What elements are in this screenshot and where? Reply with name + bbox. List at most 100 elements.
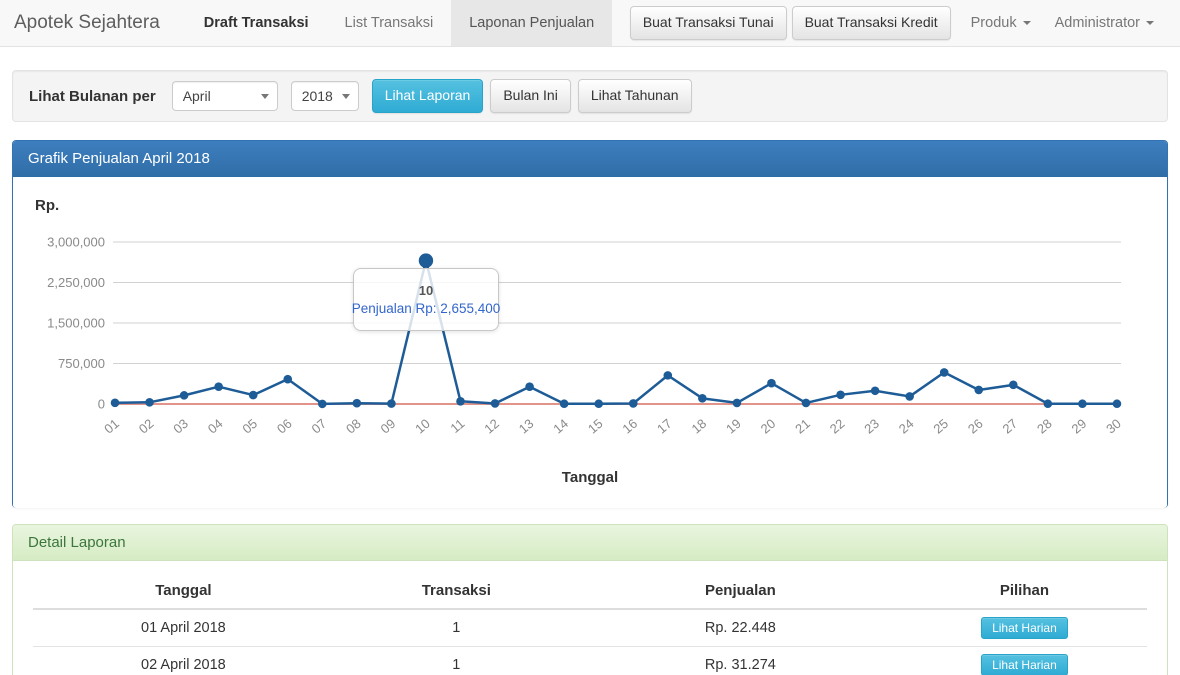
data-points[interactable]: [110, 253, 1122, 409]
table-row: 01 April 2018 1 Rp. 22.448 Lihat Harian: [33, 609, 1147, 647]
data-point[interactable]: [214, 382, 223, 392]
x-tick-label: 19: [723, 416, 744, 437]
x-tick-label: 24: [896, 416, 917, 437]
cell-pilihan: Lihat Harian: [901, 609, 1147, 647]
x-tick-label: 20: [758, 416, 779, 437]
nav-item-laponan-penjualan[interactable]: Laponan Penjualan: [451, 0, 613, 46]
x-tick-label: 16: [619, 416, 640, 437]
x-tick-label: 13: [516, 416, 537, 437]
x-tick-label: 01: [101, 416, 122, 437]
data-point[interactable]: [248, 390, 258, 400]
data-point[interactable]: [870, 386, 880, 396]
data-point[interactable]: [559, 399, 569, 409]
x-tick-label: 10: [412, 416, 433, 437]
data-point[interactable]: [801, 398, 811, 408]
data-point[interactable]: [490, 399, 500, 408]
detail-table: Tanggal Transaksi Penjualan Pilihan 01 Apri…: [33, 571, 1147, 675]
x-tick-label: 09: [378, 416, 399, 437]
chart-area: 0 750,000 1,500,000 2,250,000 3,000,000 01 02 0…: [13, 177, 1167, 508]
y-tick-label: 0: [98, 397, 105, 412]
year-select[interactable]: 2018: [290, 81, 359, 111]
x-tick-label: 29: [1069, 416, 1090, 437]
nav-item-draft-transaksi[interactable]: Draft Transaksi: [203, 15, 309, 31]
navbar-right-group: Buat Transaksi Tunai Buat Transaksi Kred…: [625, 0, 1180, 46]
data-point[interactable]: [1078, 399, 1087, 409]
data-point[interactable]: [939, 368, 949, 377]
y-tick-label: 2,250,000: [47, 275, 105, 290]
lihat-harian-button[interactable]: Lihat Harian: [981, 654, 1068, 675]
data-point[interactable]: [318, 399, 327, 409]
x-tick-label: 06: [274, 416, 295, 437]
buat-transaksi-kredit-button[interactable]: Buat Transaksi Kredit: [791, 6, 951, 40]
detail-panel-title: Detail Laporan: [13, 525, 1167, 561]
administrator-dropdown[interactable]: Administrator: [1043, 15, 1166, 31]
data-point[interactable]: [525, 382, 534, 392]
x-tick-label: 21: [792, 416, 813, 437]
data-point[interactable]: [387, 399, 396, 408]
data-point[interactable]: [283, 374, 293, 384]
data-point[interactable]: [663, 371, 673, 380]
tooltip-day: 10: [418, 283, 434, 298]
administrator-dropdown-label: Administrator: [1054, 15, 1140, 31]
nav-item-list-transaksi[interactable]: List Transaksi: [344, 15, 434, 31]
x-tick-label: 03: [170, 416, 191, 437]
year-select-value: 2018: [301, 88, 333, 104]
x-tick-label: 12: [481, 416, 502, 437]
produk-dropdown[interactable]: Produk: [959, 15, 1043, 31]
x-tick-label: 28: [1034, 416, 1055, 437]
caret-down-icon: [341, 93, 350, 99]
data-point[interactable]: [628, 399, 638, 408]
data-point[interactable]: [905, 392, 914, 401]
selected-data-point[interactable]: [418, 253, 434, 268]
data-point[interactable]: [456, 397, 465, 406]
data-point[interactable]: [1009, 380, 1018, 390]
column-header-transaksi: Transaksi: [333, 571, 579, 610]
data-point[interactable]: [836, 390, 845, 400]
data-point[interactable]: [698, 394, 707, 403]
table-row: 02 April 2018 1 Rp. 31.274 Lihat Harian: [33, 646, 1147, 675]
y-tick-label: 1,500,000: [47, 316, 105, 331]
filter-bar: Lihat Bulanan per April 2018 Lihat Lapor…: [12, 70, 1168, 122]
y-axis-unit-label: Rp.: [35, 197, 60, 214]
filter-label: Lihat Bulanan per: [29, 87, 156, 105]
data-point[interactable]: [767, 378, 776, 388]
data-point[interactable]: [1112, 399, 1122, 409]
x-tick-label: 23: [861, 416, 882, 437]
cell-pilihan: Lihat Harian: [901, 646, 1147, 675]
column-header-pilihan: Pilihan: [901, 571, 1147, 610]
data-point[interactable]: [1043, 399, 1053, 409]
x-tick-label: 27: [1000, 416, 1021, 437]
series-line-penjualan: [113, 259, 1119, 406]
chart-panel-title: Grafik Penjualan April 2018: [13, 141, 1167, 177]
x-tick-label: 11: [447, 416, 467, 436]
data-point[interactable]: [179, 391, 189, 400]
chart-tooltip: 10 Penjualan Rp: 2,655,400: [352, 268, 500, 331]
data-point[interactable]: [110, 398, 120, 408]
x-tick-label: 05: [239, 416, 260, 437]
x-tick-label: 30: [1103, 416, 1124, 437]
x-tick-label: 04: [205, 416, 226, 437]
x-tick-label: 14: [550, 416, 571, 437]
chart-panel: Grafik Penjualan April 2018 0 750,000 1,50…: [12, 140, 1168, 508]
buat-transaksi-tunai-button[interactable]: Buat Transaksi Tunai: [629, 6, 787, 40]
data-point[interactable]: [352, 398, 362, 408]
data-point[interactable]: [145, 398, 154, 407]
x-tick-label: 07: [309, 416, 330, 437]
lihat-laporan-button[interactable]: Lihat Laporan: [371, 79, 484, 113]
cell-transaksi: 1: [333, 646, 579, 675]
brand[interactable]: Apotek Sejahtera: [14, 12, 160, 33]
nav-items: Draft Transaksi List Transaksi Laponan Pen…: [186, 0, 613, 46]
column-header-penjualan: Penjualan: [578, 571, 902, 610]
lihat-harian-button[interactable]: Lihat Harian: [981, 617, 1068, 639]
data-point[interactable]: [732, 398, 742, 408]
data-point[interactable]: [594, 399, 603, 409]
month-select[interactable]: April: [171, 81, 278, 111]
data-point[interactable]: [974, 385, 984, 395]
caret-down-icon: [1022, 21, 1031, 25]
lihat-tahunan-button[interactable]: Lihat Tahunan: [577, 79, 692, 113]
cell-transaksi: 1: [333, 609, 579, 647]
month-select-value: April: [182, 88, 211, 104]
cell-penjualan: Rp. 22.448: [578, 609, 902, 647]
bulan-ini-button[interactable]: Bulan Ini: [490, 79, 571, 113]
